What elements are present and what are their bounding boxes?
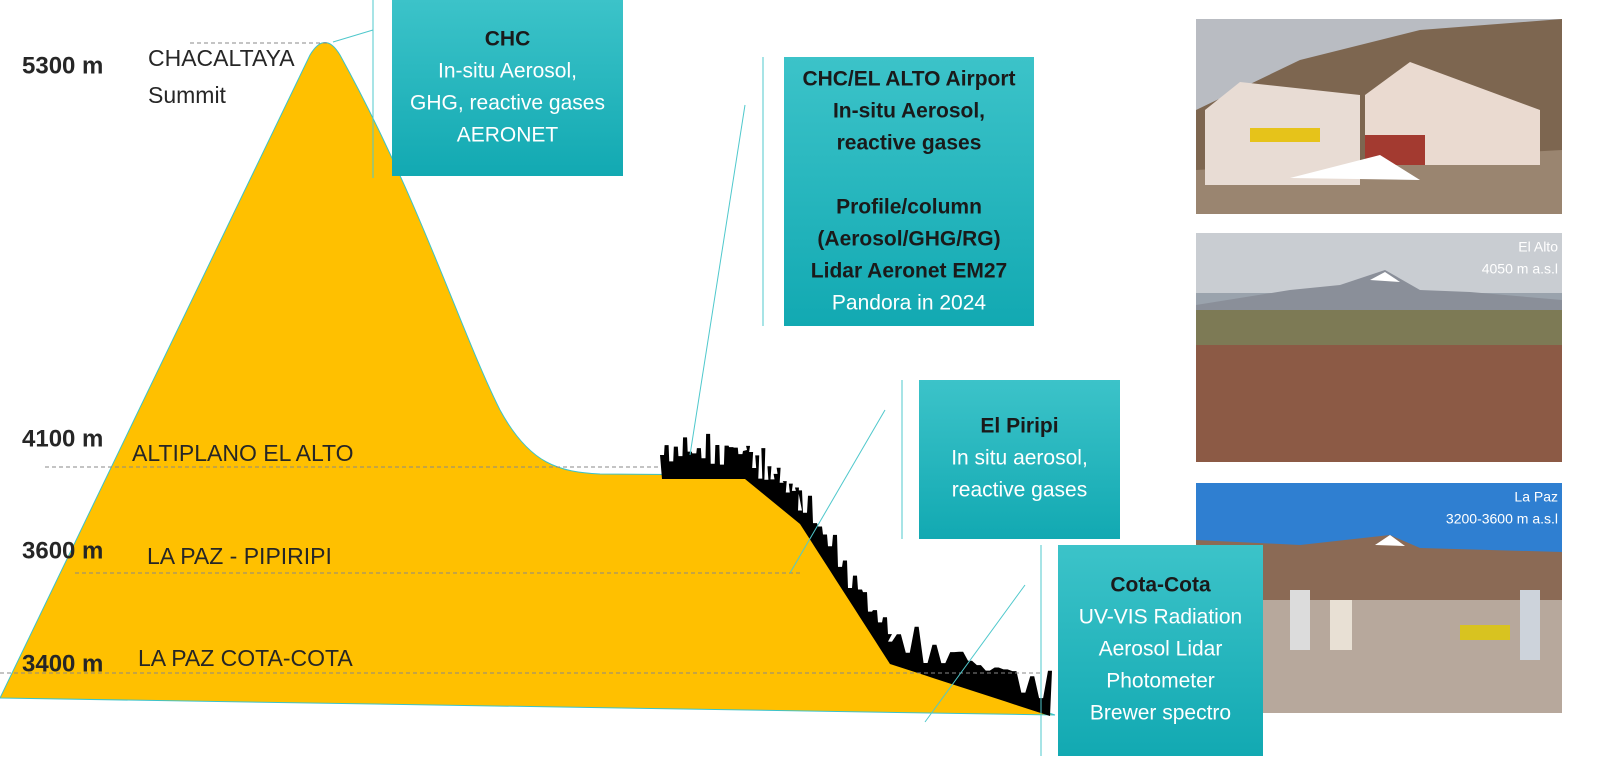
info-box-line: Profile/column <box>836 196 982 219</box>
info-box: CHC In-situ Aerosol, GHG, reactive gases AE… <box>392 0 623 176</box>
connector <box>789 409 886 574</box>
info-box: Cota-Cota UV-VIS Radiation Aerosol Lidar Ph… <box>1058 545 1263 756</box>
info-box-line: Pandora in 2024 <box>832 292 986 315</box>
info-box: CHC/EL ALTO Airport In-situ Aerosol, react… <box>784 57 1034 326</box>
info-box-line: Cota-Cota <box>1110 574 1211 597</box>
info-box-bg <box>919 380 1120 539</box>
site-label: CHACALTAYA <box>148 45 295 71</box>
info-box-bg <box>1058 545 1263 756</box>
info-box-line: UV-VIS Radiation <box>1079 606 1242 629</box>
altitude-label: 3400 m <box>22 650 103 677</box>
info-box-line: reactive gases <box>952 479 1087 502</box>
info-box-line: Brewer spectro <box>1090 702 1231 725</box>
site-label: LA PAZ COTA-COTA <box>138 645 353 671</box>
info-box-line: In-situ Aerosol, <box>438 60 577 83</box>
altitude-label: 4100 m <box>22 425 103 452</box>
info-box-line: Lidar Aeronet EM27 <box>811 260 1007 283</box>
connector <box>689 104 746 456</box>
city-skyline <box>660 433 1052 716</box>
site-label: ALTIPLANO EL ALTO <box>132 440 354 466</box>
info-box-line: Photometer <box>1106 670 1215 693</box>
info-box-line: El Piripi <box>980 415 1058 438</box>
connector <box>332 29 374 43</box>
info-box-bg <box>784 57 1034 326</box>
altitude-label: 5300 m <box>22 52 103 79</box>
site-label: LA PAZ - PIPIRIPI <box>147 543 332 569</box>
info-box-line: CHC <box>485 28 531 51</box>
info-box-line: In situ aerosol, <box>951 447 1088 470</box>
altitude-label: 3600 m <box>22 537 103 564</box>
info-box-line: In-situ Aerosol, <box>833 100 985 123</box>
connector <box>924 584 1026 723</box>
site-label: Summit <box>148 82 227 108</box>
info-box-line: reactive gases <box>837 132 982 155</box>
mountain <box>0 42 1056 716</box>
photo-caption: El Alto <box>1518 239 1558 255</box>
info-box-line: Aerosol Lidar <box>1099 638 1223 661</box>
info-box-line: GHG, reactive gases <box>410 92 605 115</box>
photo-chacaltaya <box>1196 19 1562 214</box>
info-box-line: AERONET <box>457 124 559 147</box>
info-box-line: CHC/EL ALTO Airport <box>802 68 1015 91</box>
photo-caption: 4050 m a.s.l <box>1482 261 1558 277</box>
info-box-bg <box>392 0 623 176</box>
photo-caption: 3200-3600 m a.s.l <box>1446 511 1558 527</box>
info-box-line: (Aerosol/GHG/RG) <box>817 228 1000 251</box>
photo-caption: La Paz <box>1514 489 1558 505</box>
info-box: El Piripi In situ aerosol, reactive gases <box>919 380 1120 539</box>
photo-el-alto <box>1196 233 1562 462</box>
